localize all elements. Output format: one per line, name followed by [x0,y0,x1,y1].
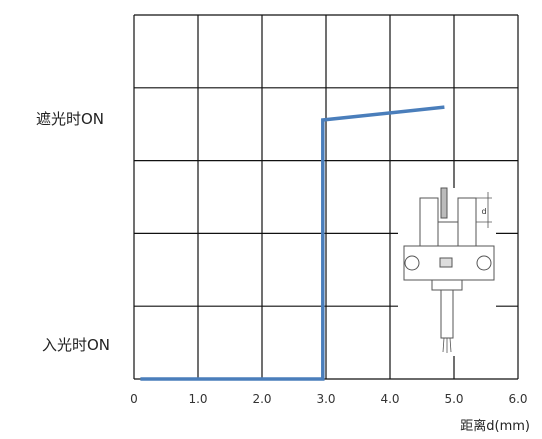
x-tick-labels: 0 1.0 2.0 3.0 4.0 5.0 6.0 [130,392,527,406]
series-layer [140,105,445,381]
x-tick-label: 1.0 [188,392,207,406]
x-tick-label: 6.0 [508,392,527,406]
y-level-label-blocked: 遮光时ON [35,110,104,128]
x-axis-label: 距离d(mm) [460,419,530,434]
x-tick-label: 2.0 [252,392,271,406]
photo-sensor-diagram-icon [403,187,495,353]
inset-d-label: d [481,207,486,216]
x-tick-label: 4.0 [380,392,399,406]
series-line-0 [140,105,445,381]
x-tick-label: 0 [130,392,138,406]
x-tick-label: 3.0 [316,392,335,406]
x-tick-label: 5.0 [444,392,463,406]
sensor-diagram-inset: d [398,187,496,356]
y-level-label-light: 入光时ON [41,336,110,354]
